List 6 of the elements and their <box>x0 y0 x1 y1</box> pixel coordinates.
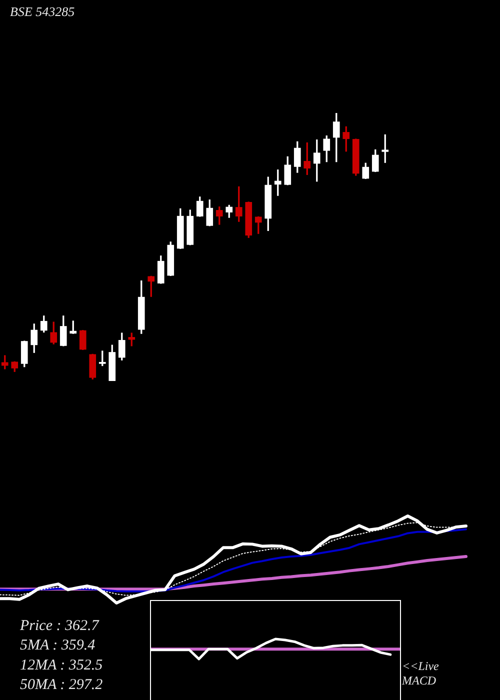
text: <<Live MACD <box>401 659 440 688</box>
chart-title: BSE 543285 <box>10 4 76 19</box>
text: 12MA : 352.5 <box>20 657 104 674</box>
text: 50MA : 297.2 <box>20 677 104 694</box>
text: Price : 362.7 <box>19 618 100 634</box>
text: 5MA : 359.4 <box>20 638 96 654</box>
